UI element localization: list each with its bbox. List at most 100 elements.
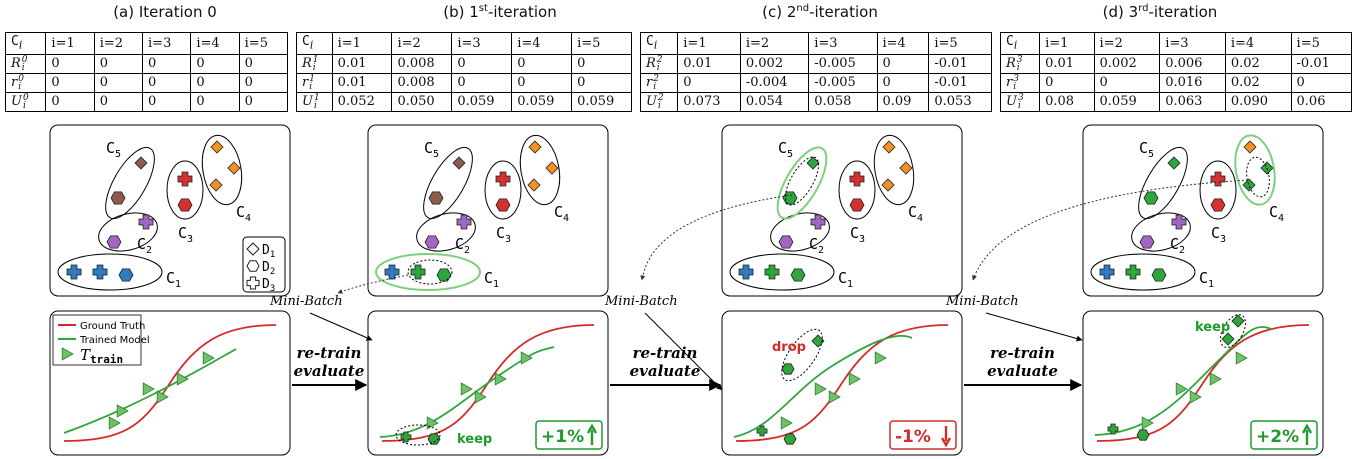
- hexagon-marker: [1143, 191, 1159, 205]
- cluster-ellipse-c4: [519, 134, 561, 206]
- train-triangle: [474, 390, 487, 404]
- cluster-ellipse-c3: [1199, 160, 1237, 220]
- train-triangle: [780, 416, 793, 430]
- table-cell: 0.053: [928, 91, 992, 112]
- cluster-label-index: 4: [917, 213, 923, 224]
- hexagon-marker: [424, 235, 440, 249]
- table-cell: 0.063: [1159, 91, 1226, 112]
- train-triangle: [142, 382, 155, 396]
- cluster-ellipse-c5: [1138, 146, 1188, 220]
- cluster-ellipse-c1: [729, 253, 835, 291]
- legend-truth-label: Ground Truth: [80, 321, 145, 332]
- diamond-marker: [227, 161, 241, 175]
- table-cell: 0.01: [1039, 53, 1095, 74]
- table-header-cell: i=5: [1290, 32, 1353, 55]
- table-cell: 0.090: [1224, 91, 1292, 112]
- table-cell: 0.052: [331, 91, 393, 112]
- dropped-points-selection: [781, 328, 823, 382]
- trained-model-curve: [1094, 326, 1272, 436]
- diamond-marker: [1242, 178, 1256, 192]
- plus-marker: [400, 431, 412, 443]
- cluster-label-index: 3: [505, 234, 511, 245]
- trained-model-curve: [733, 334, 913, 438]
- cluster-label-index: 2: [1179, 245, 1185, 256]
- minibatch-arrow: [985, 312, 1083, 342]
- plus-marker: [1099, 264, 1115, 280]
- table-header-cell: i=3: [808, 32, 878, 55]
- cluster-ellipse-c2: [98, 212, 158, 252]
- table-cell: -0.01: [928, 72, 992, 93]
- hexagon-marker: [790, 268, 806, 282]
- hexagon-marker: [428, 191, 444, 205]
- table-header-cell: i=1: [45, 32, 95, 55]
- table-header-cell: i=3: [1159, 32, 1226, 55]
- cluster-ellipse-c3: [166, 160, 204, 220]
- cluster-label-index: 2: [818, 245, 824, 256]
- table-cell: 0: [238, 53, 289, 74]
- cluster-symbol: C: [302, 34, 310, 49]
- cluster-ellipse-c3: [484, 160, 522, 220]
- cluster-ellipse-c1: [1090, 253, 1196, 291]
- legend-plus-icon: [246, 276, 260, 290]
- legend-dataset-index: 2: [270, 267, 275, 277]
- plus-marker: [810, 214, 826, 230]
- cluster-index: i: [18, 38, 23, 52]
- minibatch-label: Mini-Batch: [945, 294, 1019, 309]
- table-header-cell: i=4: [876, 32, 930, 55]
- hexagon-marker: [778, 235, 794, 249]
- diamond-marker: [881, 178, 895, 192]
- train-triangle: [848, 372, 861, 386]
- table-row: R 2 i 0.01 0.002 -0.005 0 -0.01: [639, 53, 992, 74]
- diamond-marker: [1231, 314, 1245, 328]
- legend-dataset-index: 3: [270, 284, 275, 294]
- metric-box: [889, 420, 957, 450]
- diamond-marker: [882, 140, 896, 154]
- train-triangle: [828, 390, 841, 404]
- table-cell: 0.002: [1093, 53, 1161, 74]
- selection-arrow: [337, 274, 409, 294]
- cluster-label-index: 1: [175, 279, 181, 290]
- retrain-label: re-train: [297, 344, 362, 362]
- train-triangle: [520, 351, 533, 365]
- legend-diamond-icon: [246, 242, 260, 256]
- table-cell: -0.004: [739, 72, 810, 93]
- plus-marker: [495, 171, 511, 187]
- diamond-marker: [806, 156, 820, 170]
- cluster-label-index: 4: [245, 213, 251, 224]
- panel-a-title: (a) Iteration 0: [113, 3, 217, 21]
- plus-marker: [138, 214, 154, 230]
- diamond-marker: [528, 140, 542, 154]
- table-cell: -0.01: [1290, 53, 1353, 74]
- minibatch-label: Mini-Batch: [604, 294, 678, 309]
- cluster-ellipse-c1: [57, 253, 163, 291]
- trained-model-curve: [379, 346, 555, 438]
- table-header-cell: i=4: [190, 32, 240, 55]
- cluster-symbol: C: [1006, 34, 1014, 49]
- hexagon-marker: [1151, 268, 1167, 282]
- panel-d-title: (d) 3rd-iteration: [1040, 3, 1280, 21]
- evaluate-label: evaluate: [630, 362, 701, 380]
- hexagon-marker: [427, 433, 441, 445]
- hexagon-marker: [110, 191, 126, 205]
- hexagon-marker: [118, 268, 134, 282]
- diamond-marker: [1260, 161, 1274, 175]
- legend-model-label: Trained Model: [79, 335, 150, 346]
- evaluate-label: evaluate: [987, 362, 1058, 380]
- hexagon-marker: [436, 268, 452, 282]
- cluster-label-index: 1: [493, 279, 499, 290]
- table-header-cell: i=3: [451, 32, 513, 55]
- cluster-ellipse-c3: [838, 160, 876, 220]
- train-triangle: [1175, 382, 1188, 396]
- minibatch-arrow: [309, 312, 373, 341]
- arrow-down-icon: [940, 426, 952, 448]
- plus-marker: [456, 214, 472, 230]
- new-points-selection: [395, 424, 441, 446]
- cluster-label-index: 3: [1220, 234, 1226, 245]
- selected-cluster-c4: [1234, 134, 1276, 206]
- table-cell: 0.08: [1039, 91, 1095, 112]
- table-row: r 2 i 0 -0.004 -0.005 0 -0.01: [639, 72, 992, 93]
- hexagon-marker: [782, 191, 798, 205]
- table-cell: 0.059: [511, 91, 573, 112]
